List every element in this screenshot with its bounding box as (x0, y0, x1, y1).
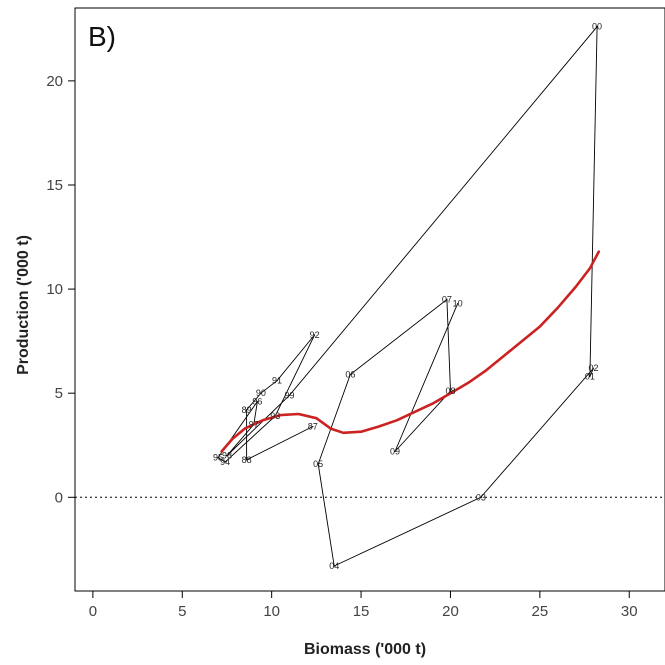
trajectory-point (217, 457, 219, 459)
trajectory-line (217, 25, 598, 567)
year-label: 90 (256, 388, 266, 398)
year-label: 02 (588, 363, 598, 373)
year-label: 96 (252, 397, 262, 407)
trajectory-point (349, 373, 351, 376)
year-label: 99 (285, 390, 295, 400)
trajectory-point (260, 392, 262, 394)
trajectory-point (596, 26, 598, 28)
y-axis-title: Production ('000 t) (15, 235, 32, 375)
trajectory-point (313, 334, 316, 336)
trajectory-point (246, 409, 248, 411)
year-label: 88 (242, 455, 252, 465)
year-label: 05 (313, 459, 323, 469)
x-axis-title: Biomass ('000 t) (304, 641, 426, 658)
trajectory-point (256, 400, 258, 403)
trajectory-point (333, 565, 335, 567)
smoother-curve (220, 250, 601, 453)
year-label: 07 (442, 295, 452, 305)
year-label: 10 (453, 299, 463, 309)
x-tick-label: 15 (353, 603, 370, 620)
trajectory-point (246, 459, 248, 461)
trajectory-point (312, 425, 314, 428)
x-tick-label: 5 (178, 603, 186, 620)
y-tick-label: 0 (55, 489, 63, 506)
trajectory-point (288, 394, 291, 396)
year-label: 93 (270, 411, 280, 421)
y-tick-label: 15 (46, 177, 63, 194)
year-label: 91 (272, 376, 282, 386)
year-label: 04 (329, 561, 339, 571)
trajectory-point (480, 496, 482, 498)
y-tick-label: 5 (55, 385, 63, 402)
trajectory-point (592, 367, 595, 369)
x-tick-label: 10 (263, 603, 280, 620)
series-layer (217, 25, 601, 567)
year-label: 87 (308, 422, 318, 432)
trajectory-point (226, 455, 228, 457)
trajectory-point (589, 375, 591, 378)
y-tick-label: 10 (46, 281, 63, 298)
trajectory-point (276, 380, 278, 382)
trajectory-point (394, 450, 396, 453)
y-tick-label: 20 (46, 73, 63, 90)
x-tick-label: 20 (442, 603, 459, 620)
x-tick-label: 0 (89, 603, 97, 620)
year-label: 94 (220, 457, 230, 467)
year-label: 06 (345, 369, 355, 379)
year-label: 98 (222, 451, 232, 461)
year-label: 08 (445, 386, 455, 396)
panel-label: B) (88, 21, 116, 52)
trajectory-point (224, 461, 226, 463)
year-label: 01 (585, 372, 595, 382)
year-label: 95 (213, 453, 223, 463)
plot-frame (74, 7, 665, 592)
year-label: 89 (242, 405, 252, 415)
trajectory-point (457, 303, 459, 305)
x-tick-label: 25 (532, 603, 549, 620)
trajectory-point (449, 390, 452, 392)
year-label: 09 (390, 446, 400, 456)
year-label: 00 (592, 22, 602, 32)
year-label: 92 (310, 330, 320, 340)
trajectory-point (446, 298, 448, 301)
trajectory-point (317, 463, 319, 465)
year-label: 03 (476, 492, 486, 502)
year-label: 97 (249, 419, 259, 429)
x-tick-label: 30 (621, 603, 638, 620)
